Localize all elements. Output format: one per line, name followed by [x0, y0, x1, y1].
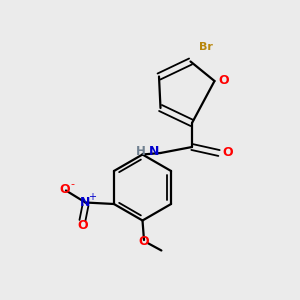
Text: N: N: [80, 196, 91, 209]
Text: O: O: [218, 74, 229, 88]
Text: O: O: [59, 183, 70, 196]
Text: O: O: [223, 146, 233, 160]
Text: O: O: [77, 219, 88, 232]
Text: H: H: [136, 145, 146, 158]
Text: -: -: [70, 179, 74, 190]
Text: O: O: [139, 235, 149, 248]
Text: Br: Br: [200, 43, 213, 52]
Text: N: N: [149, 145, 159, 158]
Text: +: +: [88, 192, 96, 202]
